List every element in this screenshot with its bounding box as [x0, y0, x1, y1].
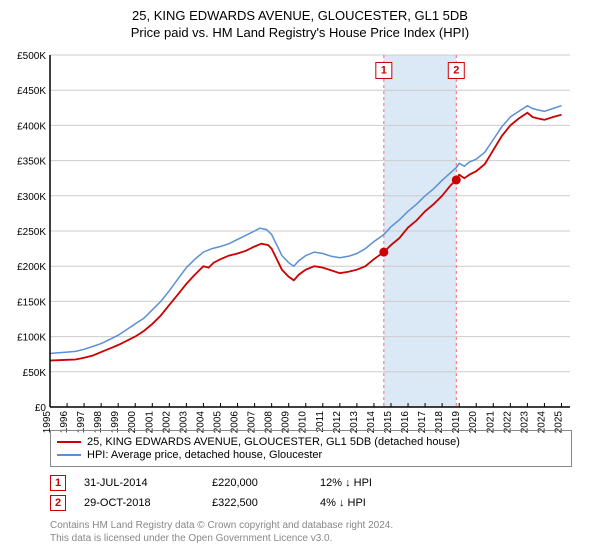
y-tick-label: £500K: [17, 51, 46, 62]
y-tick-label: £400K: [17, 121, 46, 132]
transaction-date: 31-JUL-2014: [84, 477, 194, 489]
transaction-row: 2 29-OCT-2018 £322,500 4% ↓ HPI: [50, 495, 572, 511]
title-sub: Price paid vs. HM Land Registry's House …: [0, 25, 600, 40]
transaction-date: 29-OCT-2018: [84, 497, 194, 509]
y-tick-label: £0: [35, 403, 47, 412]
y-tick-label: £200K: [17, 262, 46, 273]
callout-label-2: 2: [453, 64, 459, 76]
y-tick-label: £250K: [17, 227, 46, 238]
y-axis-labels: £0 £50K £100K £150K £200K £250K £300K £350K £400…: [0, 50, 50, 412]
chart-svg: 1995199619971998199920002001200220032004…: [50, 55, 570, 437]
footnote: Contains HM Land Registry data © Crown c…: [50, 519, 572, 545]
sale-marker-2: [452, 176, 460, 184]
series-line-0: [50, 113, 562, 361]
transaction-change: 12% ↓ HPI: [320, 477, 410, 489]
transaction-price: £322,500: [212, 497, 302, 509]
footer-block: 25, KING EDWARDS AVENUE, GLOUCESTER, GL1…: [50, 430, 572, 545]
y-tick-label: £350K: [17, 157, 46, 168]
legend-swatch: [57, 441, 81, 443]
y-tick-label: £150K: [17, 297, 46, 308]
transaction-number-box: 2: [50, 495, 66, 511]
callout-label-1: 1: [381, 64, 387, 76]
y-tick-label: £50K: [23, 368, 47, 379]
legend-item: 25, KING EDWARDS AVENUE, GLOUCESTER, GL1…: [57, 436, 565, 448]
footnote-line1: Contains HM Land Registry data © Crown c…: [50, 519, 572, 532]
transaction-row: 1 31-JUL-2014 £220,000 12% ↓ HPI: [50, 475, 572, 491]
legend-swatch: [57, 454, 81, 456]
series-line-1: [50, 106, 562, 354]
transaction-change: 4% ↓ HPI: [320, 497, 410, 509]
y-tick-label: £450K: [17, 86, 46, 97]
y-tick-label: £100K: [17, 333, 46, 344]
chart-plot: 1995199619971998199920002001200220032004…: [50, 55, 570, 407]
title-block: 25, KING EDWARDS AVENUE, GLOUCESTER, GL1…: [0, 0, 600, 40]
transaction-price: £220,000: [212, 477, 302, 489]
legend-label: HPI: Average price, detached house, Glou…: [87, 449, 322, 461]
chart-container: 25, KING EDWARDS AVENUE, GLOUCESTER, GL1…: [0, 0, 600, 560]
transaction-number-box: 1: [50, 475, 66, 491]
y-tick-label: £300K: [17, 192, 46, 203]
legend-item: HPI: Average price, detached house, Glou…: [57, 449, 565, 461]
transaction-list: 1 31-JUL-2014 £220,000 12% ↓ HPI 2 29-OC…: [50, 475, 572, 511]
sale-marker-1: [380, 248, 388, 256]
footnote-line2: This data is licensed under the Open Gov…: [50, 532, 572, 545]
legend-label: 25, KING EDWARDS AVENUE, GLOUCESTER, GL1…: [87, 436, 460, 448]
title-main: 25, KING EDWARDS AVENUE, GLOUCESTER, GL1…: [0, 8, 600, 23]
legend-box: 25, KING EDWARDS AVENUE, GLOUCESTER, GL1…: [50, 430, 572, 467]
